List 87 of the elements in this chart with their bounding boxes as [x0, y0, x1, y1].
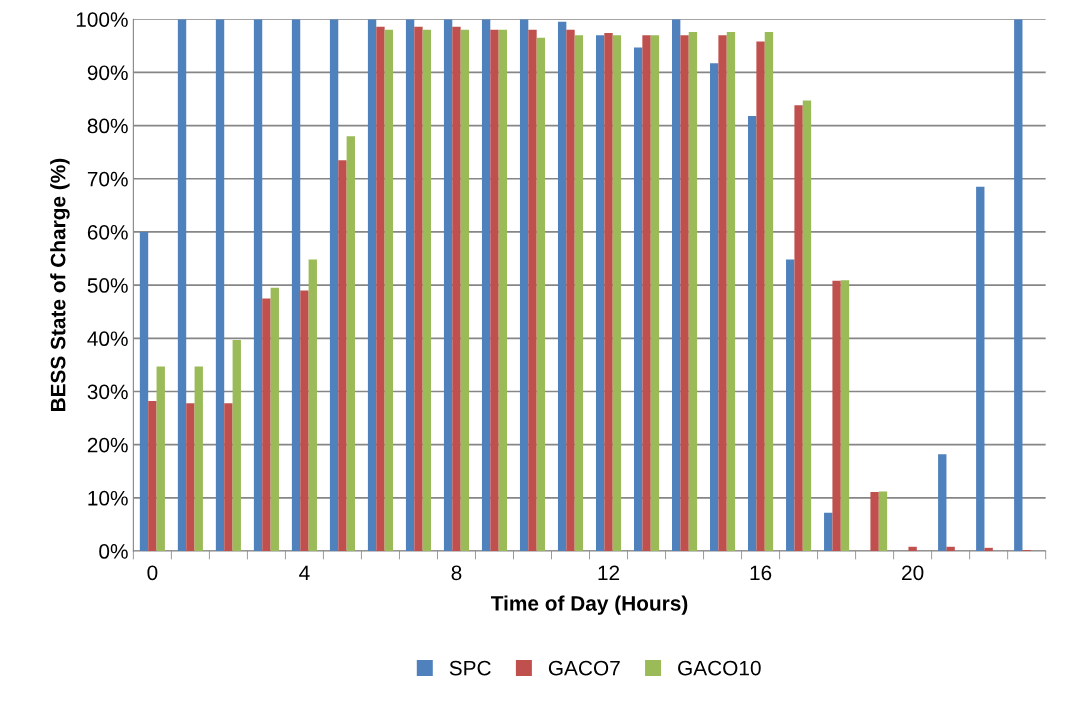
bar — [443, 19, 453, 552]
bar — [802, 100, 812, 552]
bar — [604, 33, 613, 552]
bar — [422, 29, 432, 552]
bar — [557, 21, 567, 552]
legend-label: GACO10 — [678, 660, 761, 676]
bar — [367, 19, 377, 552]
y-tick-label: 30% — [87, 384, 128, 400]
x-tick-label: 16 — [750, 565, 772, 581]
bar — [498, 29, 508, 552]
bar — [642, 35, 651, 552]
bar — [612, 35, 622, 552]
bar — [878, 491, 888, 552]
y-tick-label: 20% — [87, 437, 128, 453]
bar — [528, 29, 537, 552]
bar — [633, 47, 643, 552]
bar — [938, 454, 947, 552]
x-tick-label: 8 — [451, 565, 462, 581]
bar — [718, 35, 727, 552]
y-tick-label: 70% — [87, 171, 128, 187]
bar — [870, 491, 879, 552]
bar — [726, 31, 736, 552]
x-tick-label: 12 — [598, 565, 620, 581]
y-tick-label: 50% — [87, 278, 128, 293]
bar — [414, 26, 423, 552]
bar — [984, 547, 993, 552]
x-tick-label: 0 — [147, 565, 158, 581]
bar — [748, 115, 757, 552]
bar — [650, 35, 660, 552]
bar — [840, 280, 850, 552]
bar — [186, 403, 195, 552]
bar — [672, 19, 681, 552]
x-axis-title: Time of Day (Hours) — [490, 595, 688, 615]
bar — [680, 35, 689, 552]
bar — [794, 105, 803, 552]
bar — [139, 231, 149, 552]
y-tick-label: 80% — [87, 118, 128, 134]
legend-label: GACO7 — [548, 660, 620, 676]
bar — [262, 298, 271, 552]
x-tick-label: 4 — [299, 565, 310, 581]
bar — [232, 339, 241, 552]
y-tick-label: 60% — [87, 224, 128, 240]
bar — [308, 259, 317, 552]
bar — [490, 29, 499, 552]
x-tick-label: 20 — [902, 565, 924, 581]
bar — [595, 35, 605, 552]
bar — [946, 546, 955, 552]
bar — [346, 136, 355, 552]
legend-label: SPC — [449, 660, 491, 676]
bar — [194, 366, 203, 552]
bar — [764, 31, 774, 552]
y-tick-label: 10% — [88, 490, 128, 506]
bar — [1014, 19, 1023, 552]
bar — [908, 546, 917, 552]
y-tick-label: 90% — [87, 65, 128, 81]
bar — [253, 19, 263, 552]
bar — [536, 37, 546, 552]
bar — [384, 29, 393, 552]
bar — [786, 259, 795, 552]
bar — [291, 19, 301, 552]
bar — [156, 366, 165, 552]
bar — [710, 63, 719, 552]
bar — [329, 19, 339, 552]
bar — [215, 19, 225, 552]
bar — [300, 290, 309, 552]
bar — [574, 35, 584, 552]
bar — [338, 160, 347, 552]
y-tick-label: 100% — [76, 12, 128, 27]
bar — [405, 19, 415, 552]
bar — [481, 19, 491, 552]
bar — [824, 512, 833, 552]
bar — [270, 287, 279, 552]
bar — [376, 26, 385, 552]
bar — [519, 19, 529, 552]
bar — [832, 280, 841, 552]
bar — [452, 26, 461, 552]
y-tick-label: 0% — [99, 544, 128, 559]
bar — [224, 403, 233, 552]
bar — [177, 19, 187, 552]
y-axis-title: BESS State of Charge (%) — [50, 158, 70, 412]
bar — [756, 41, 765, 552]
bar — [148, 401, 157, 552]
bar — [566, 29, 575, 552]
bar — [460, 29, 470, 552]
bar — [976, 186, 985, 552]
y-tick-label: 40% — [87, 331, 128, 347]
bar — [688, 31, 698, 552]
